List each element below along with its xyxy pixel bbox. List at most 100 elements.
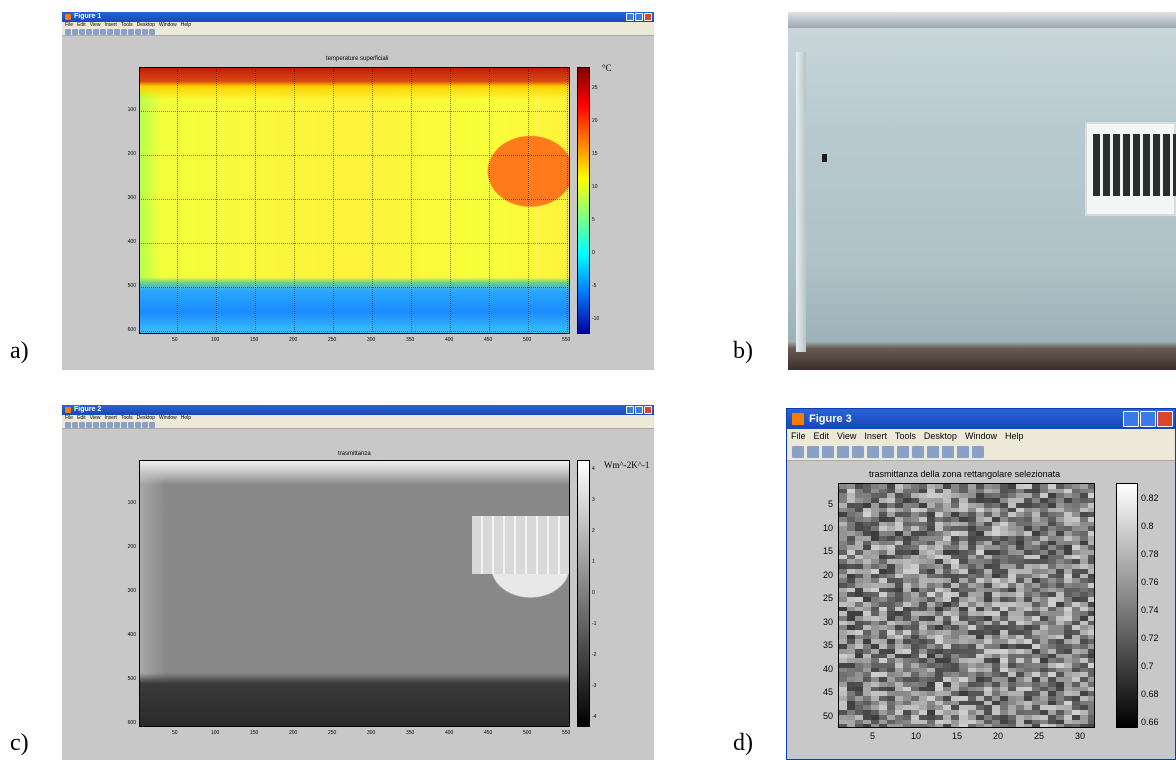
- brush-icon[interactable]: [942, 446, 954, 458]
- minimize-icon[interactable]: [626, 406, 634, 414]
- menu-edit[interactable]: Edit: [813, 431, 830, 441]
- figure3-titlebar[interactable]: Figure 3: [787, 409, 1175, 429]
- menu-edit[interactable]: Edit: [77, 415, 86, 421]
- menu-file[interactable]: File: [65, 22, 74, 28]
- datacursor-icon[interactable]: [128, 29, 134, 35]
- pixel-cell: [959, 502, 968, 509]
- legend-icon[interactable]: [149, 29, 155, 35]
- maximize-icon[interactable]: [1140, 411, 1156, 427]
- close-icon[interactable]: [1157, 411, 1173, 427]
- new-icon[interactable]: [792, 446, 804, 458]
- pixel-cell: [1015, 540, 1025, 546]
- pixel-cell: [1055, 620, 1065, 626]
- menu-tools[interactable]: Tools: [120, 22, 133, 28]
- menu-insert[interactable]: Insert: [864, 431, 887, 441]
- menu-window[interactable]: Window: [964, 431, 997, 441]
- menu-insert[interactable]: Insert: [104, 415, 117, 421]
- minimize-icon[interactable]: [1123, 411, 1139, 427]
- colorbar-tick-label: 1: [592, 559, 595, 565]
- maximize-icon[interactable]: [635, 406, 643, 414]
- pixel-cell: [847, 498, 856, 504]
- colorbar-icon[interactable]: [142, 29, 148, 35]
- pan-icon[interactable]: [897, 446, 909, 458]
- zoom-in-icon[interactable]: [100, 422, 106, 428]
- menu-help[interactable]: Help: [180, 415, 192, 421]
- zoom-out-icon[interactable]: [107, 29, 113, 35]
- pixel-cell: [1039, 648, 1049, 655]
- menu-view[interactable]: View: [89, 22, 101, 28]
- colorbar-icon[interactable]: [957, 446, 969, 458]
- colorbar-icon[interactable]: [142, 422, 148, 428]
- datacursor-icon[interactable]: [128, 422, 134, 428]
- menu-insert[interactable]: Insert: [104, 22, 117, 28]
- pixel-cell: [887, 507, 896, 513]
- pixel-cell: [847, 681, 856, 688]
- pixel-cell: [959, 493, 968, 499]
- save-icon[interactable]: [822, 446, 834, 458]
- menu-help[interactable]: Help: [180, 22, 192, 28]
- menu-view[interactable]: View: [837, 431, 857, 441]
- y-tick-label: 600: [127, 720, 136, 726]
- save-icon[interactable]: [79, 422, 85, 428]
- open-icon[interactable]: [807, 446, 819, 458]
- rotate-icon[interactable]: [121, 422, 127, 428]
- pixel-cell: [959, 488, 968, 494]
- new-icon[interactable]: [65, 29, 71, 35]
- open-icon[interactable]: [72, 29, 78, 35]
- figure3-transmittance-zone-image[interactable]: [838, 483, 1095, 728]
- menu-window[interactable]: Window: [158, 22, 177, 28]
- new-icon[interactable]: [65, 422, 71, 428]
- menu-desktop[interactable]: Desktop: [136, 22, 155, 28]
- save-icon[interactable]: [79, 29, 85, 35]
- print-icon[interactable]: [86, 422, 92, 428]
- brush-icon[interactable]: [135, 422, 141, 428]
- pixel-cell: [887, 488, 896, 494]
- pixel-cell: [967, 484, 977, 490]
- pixel-cell: [1039, 559, 1049, 565]
- minimize-icon[interactable]: [626, 13, 634, 21]
- figure1-thermal-image[interactable]: [139, 67, 570, 334]
- zoom-in-icon[interactable]: [100, 29, 106, 35]
- pixel-cell: [1055, 615, 1065, 622]
- menu-edit[interactable]: Edit: [77, 22, 86, 28]
- rotate-icon[interactable]: [121, 29, 127, 35]
- pixel-cell: [1039, 578, 1049, 584]
- zoom-out-icon[interactable]: [107, 422, 113, 428]
- print-icon[interactable]: [837, 446, 849, 458]
- pointer-icon[interactable]: [93, 29, 99, 35]
- figure1-titlebar[interactable]: Figure 1: [62, 12, 654, 22]
- pixel-cell: [1015, 705, 1025, 711]
- menu-window[interactable]: Window: [158, 415, 177, 421]
- open-icon[interactable]: [72, 422, 78, 428]
- print-icon[interactable]: [86, 29, 92, 35]
- pixel-cell: [1031, 677, 1041, 683]
- menu-view[interactable]: View: [89, 415, 101, 421]
- pointer-icon[interactable]: [93, 422, 99, 428]
- close-icon[interactable]: [644, 13, 652, 21]
- pan-icon[interactable]: [114, 422, 120, 428]
- pan-icon[interactable]: [114, 29, 120, 35]
- pixel-cell: [895, 601, 904, 607]
- menu-tools[interactable]: Tools: [894, 431, 916, 441]
- menu-tools[interactable]: Tools: [120, 415, 133, 421]
- zoom-out-icon[interactable]: [882, 446, 894, 458]
- zoom-in-icon[interactable]: [867, 446, 879, 458]
- menu-file[interactable]: File: [791, 431, 806, 441]
- pixel-cell: [871, 714, 880, 721]
- menu-desktop[interactable]: Desktop: [136, 415, 155, 421]
- legend-icon[interactable]: [149, 422, 155, 428]
- menu-help[interactable]: Help: [1004, 431, 1024, 441]
- rotate-icon[interactable]: [912, 446, 924, 458]
- datacursor-icon[interactable]: [927, 446, 939, 458]
- brush-icon[interactable]: [135, 29, 141, 35]
- figure2-transmittance-image[interactable]: [139, 460, 570, 727]
- pixel-cell: [919, 587, 928, 593]
- figure2-titlebar[interactable]: Figure 2: [62, 405, 654, 415]
- close-icon[interactable]: [644, 406, 652, 414]
- menu-file[interactable]: File: [65, 415, 74, 421]
- pointer-icon[interactable]: [852, 446, 864, 458]
- maximize-icon[interactable]: [635, 13, 643, 21]
- legend-icon[interactable]: [972, 446, 984, 458]
- menu-desktop[interactable]: Desktop: [923, 431, 957, 441]
- pixel-cell: [975, 724, 985, 727]
